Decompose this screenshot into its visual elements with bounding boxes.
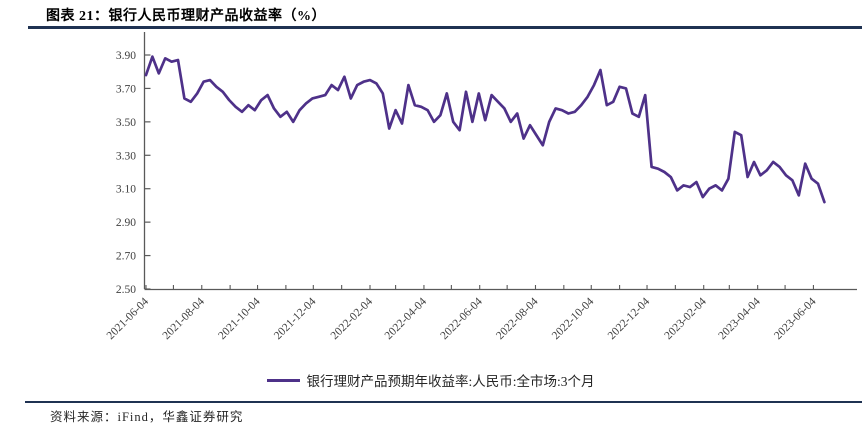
x-tick-label: 2022-12-04 [606,295,653,342]
series-line [144,55,826,204]
y-tick-label: 2.70 [116,251,136,263]
y-tick-label: 2.90 [116,217,136,229]
y-tick-label: 3.50 [116,117,136,129]
x-tick-label: 2022-02-04 [329,295,376,342]
x-tick-label: 2021-12-04 [272,295,319,342]
x-tick-label: 2022-04-04 [383,295,430,342]
figure-title: 图表 21：银行人民币理财产品收益率（%） [46,9,326,24]
x-tick-label: 2021-10-04 [216,295,263,342]
legend-series-label: 银行理财产品预期年收益率:人民币:全市场:3个月 [306,374,595,389]
title-divider-rule [28,26,862,29]
y-tick-label: 3.10 [116,184,136,196]
chart-legend: 银行理财产品预期年收益率:人民币:全市场:3个月 [0,370,862,390]
x-tick-label: 2021-06-04 [105,295,152,342]
x-tick-label: 2023-02-04 [662,295,709,342]
data-source-note: 资料来源：iFind，华鑫证券研究 [50,410,244,424]
y-tick-label: 2.50 [116,284,136,296]
y-tick-label: 3.90 [116,50,136,62]
x-tick-label: 2022-08-04 [494,295,541,342]
x-tick-label: 2022-06-04 [438,295,485,342]
x-tick-label: 2022-10-04 [550,295,597,342]
footer-divider-rule [25,401,862,403]
x-tick-label: 2023-04-04 [716,295,763,342]
x-tick-label: 2023-06-04 [772,295,819,342]
x-tick-label: 2021-08-04 [160,295,207,342]
y-tick-label: 3.30 [116,150,136,162]
y-tick-label: 3.70 [116,83,136,95]
legend-line-swatch [267,378,301,382]
